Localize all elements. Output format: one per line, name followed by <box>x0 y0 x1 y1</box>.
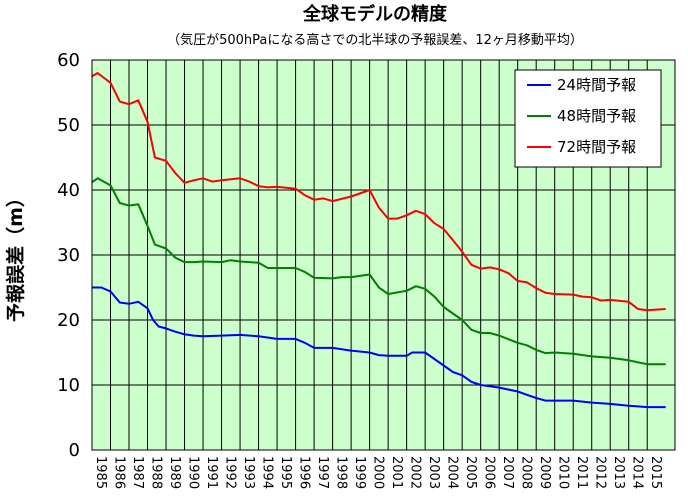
plot-border <box>91 59 676 451</box>
y-tick-label: 20 <box>57 310 80 331</box>
x-tick-label: 2005 <box>463 456 478 489</box>
y-tick-label: 50 <box>57 115 80 136</box>
x-tick-label: 2008 <box>519 456 534 489</box>
y-axis-label: 予報誤差（m） <box>4 188 27 322</box>
chart-subtitle: （気圧が500hPaになる高さでの北半球の予報誤差、12ヶ月移動平均） <box>167 32 583 48</box>
x-tick-label: 2007 <box>500 456 515 489</box>
series-line <box>91 72 666 312</box>
grid-lines <box>91 59 675 451</box>
series-layer <box>91 72 666 409</box>
y-tick-label: 0 <box>69 440 80 461</box>
x-tick-label: 1992 <box>223 456 238 489</box>
x-tick-label: 2015 <box>648 456 663 489</box>
y-tick-labels: 0 10 20 30 40 50 60 <box>57 50 80 461</box>
legend: 24時間予報 48時間予報 72時間予報 <box>514 69 662 168</box>
legend-label: 24時間予報 <box>557 76 636 94</box>
y-tick-label: 10 <box>57 375 80 396</box>
x-tick-label: 1995 <box>278 456 293 489</box>
x-tick-label: 1987 <box>130 456 145 489</box>
x-tick-label: 2000 <box>371 456 386 489</box>
x-tick-label: 1989 <box>167 456 182 489</box>
legend-label: 48時間予報 <box>557 107 636 125</box>
x-tick-label: 2006 <box>482 456 497 489</box>
y-tick-label: 30 <box>57 245 80 266</box>
legend-label: 72時間予報 <box>557 138 636 156</box>
x-tick-label: 2004 <box>445 456 460 489</box>
x-tick-labels: 1985 1986 1987 1988 1989 1990 1991 1992 1993 1994… <box>93 456 663 489</box>
x-tick-label: 2003 <box>426 456 441 489</box>
x-tick-label: 1988 <box>149 456 164 489</box>
x-tick-label: 1994 <box>260 456 275 489</box>
x-tick-label: 2012 <box>593 456 608 489</box>
x-tick-label: 1996 <box>297 456 312 489</box>
x-tick-label: 1999 <box>352 456 367 489</box>
x-tick-label: 1991 <box>204 456 219 489</box>
x-tick-label: 1990 <box>186 456 201 489</box>
x-tick-label: 2011 <box>574 456 589 489</box>
x-tick-label: 1986 <box>112 456 127 489</box>
x-tick-label: 1993 <box>241 456 256 489</box>
chart-title: 全球モデルの精度 <box>302 3 448 25</box>
x-tick-label: 2002 <box>408 456 423 489</box>
x-tick-label: 2001 <box>389 456 404 489</box>
y-tick-label: 60 <box>57 50 80 71</box>
x-tick-label: 2010 <box>556 456 571 489</box>
x-tick-label: 2013 <box>611 456 626 489</box>
x-tick-label: 2009 <box>537 456 552 489</box>
legend-box <box>514 69 662 168</box>
y-tick-label: 40 <box>57 180 80 201</box>
x-tick-label: 1998 <box>334 456 349 489</box>
x-tick-label: 1985 <box>93 456 108 489</box>
x-tick-label: 1997 <box>315 456 330 489</box>
series-line <box>92 286 666 409</box>
series-line <box>91 177 666 366</box>
x-tick-label: 2014 <box>630 456 645 489</box>
